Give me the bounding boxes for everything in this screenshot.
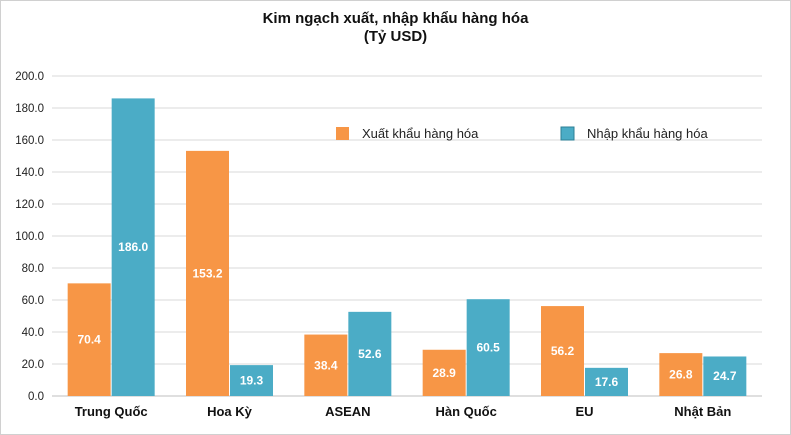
bar-export: [659, 353, 703, 396]
data-label: 19.3: [240, 374, 264, 388]
x-category-label: Trung Quốc: [75, 404, 148, 419]
data-label: 17.6: [595, 375, 619, 389]
legend-swatch: [560, 126, 575, 141]
bar-import: [585, 367, 628, 396]
x-category-label: ASEAN: [325, 404, 371, 419]
legend-swatch: [336, 127, 349, 140]
x-category-label: EU: [575, 404, 593, 419]
bar-export: [541, 306, 584, 396]
chart-title: Kim ngạch xuất, nhập khẩu hàng hóa: [262, 10, 529, 27]
data-label: 24.7: [713, 369, 737, 383]
bar-import: [111, 98, 155, 397]
data-label: 38.4: [314, 358, 338, 372]
bar-export: [422, 349, 466, 396]
y-tick-label: 200.0: [15, 71, 44, 83]
y-tick-label: 40.0: [22, 327, 44, 339]
y-tick-label: 20.0: [22, 359, 44, 371]
bar-export: [304, 334, 348, 396]
x-category-label: Hàn Quốc: [435, 404, 496, 419]
y-tick-label: 80.0: [22, 263, 44, 275]
legend-label: Nhập khẩu hàng hóa: [587, 126, 708, 141]
y-tick-label: 60.0: [22, 295, 44, 307]
y-tick-label: 120.0: [15, 199, 44, 211]
data-label: 52.6: [358, 347, 382, 361]
y-tick-label: 180.0: [15, 103, 44, 115]
data-label: 186.0: [118, 240, 148, 254]
bar-import: [466, 299, 510, 396]
y-tick-label: 100.0: [15, 231, 44, 243]
data-label: 153.2: [192, 266, 222, 280]
y-tick-label: 160.0: [15, 135, 44, 147]
bar-import: [703, 356, 747, 396]
data-label: 56.2: [551, 344, 575, 358]
x-category-label: Hoa Kỳ: [207, 404, 253, 419]
y-tick-label: 0.0: [28, 391, 44, 403]
bar-import: [230, 365, 273, 396]
data-label: 28.9: [432, 366, 456, 380]
x-category-label: Nhật Bản: [674, 404, 731, 419]
y-tick-label: 140.0: [15, 167, 44, 179]
bar-export: [67, 283, 111, 396]
data-label: 60.5: [476, 341, 500, 355]
chart-subtitle: (Tỷ USD): [363, 28, 428, 45]
bar-import: [348, 311, 392, 396]
data-label: 26.8: [669, 368, 693, 382]
bar-export: [186, 150, 229, 396]
legend-label: Xuất khẩu hàng hóa: [362, 126, 479, 141]
data-label: 70.4: [77, 333, 101, 347]
